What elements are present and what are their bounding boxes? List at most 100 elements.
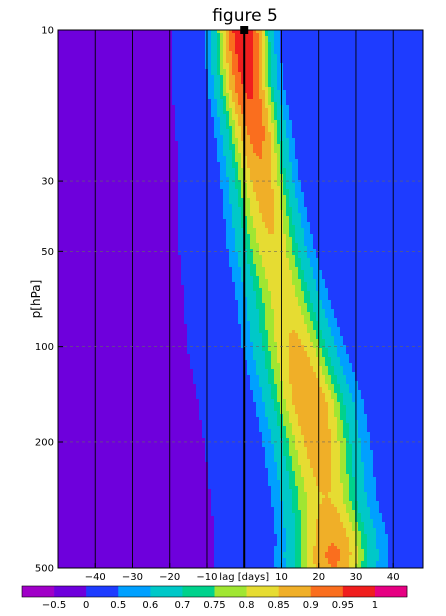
contour-cell — [214, 93, 218, 97]
contour-cell — [202, 51, 206, 55]
contour-cell — [61, 66, 65, 70]
contour-cell — [220, 141, 224, 145]
contour-cell — [202, 54, 206, 58]
contour-cell — [328, 111, 332, 115]
contour-cell — [127, 81, 131, 85]
contour-cell — [337, 141, 341, 145]
contour-cell — [163, 102, 167, 106]
contour-cell — [403, 54, 407, 58]
contour-cell — [79, 87, 83, 91]
contour-cell — [226, 120, 230, 124]
contour-cell — [271, 141, 275, 145]
contour-cell — [310, 63, 314, 67]
contour-cell — [70, 105, 74, 109]
contour-cell — [340, 135, 344, 139]
contour-cell — [412, 60, 416, 64]
contour-cell — [226, 132, 230, 136]
contour-cell — [118, 99, 122, 103]
contour-cell — [223, 72, 227, 76]
contour-cell — [319, 147, 323, 151]
contour-cell — [178, 51, 182, 55]
contour-cell — [397, 96, 401, 100]
contour-cell — [190, 99, 194, 103]
contour-cell — [133, 60, 137, 64]
contour-cell — [367, 84, 371, 88]
contour-cell — [76, 69, 80, 73]
contour-cell — [115, 39, 119, 43]
contour-cell — [316, 48, 320, 52]
contour-cell — [151, 123, 155, 127]
contour-cell — [325, 66, 329, 70]
contour-cell — [100, 36, 104, 40]
contour-cell — [379, 93, 383, 97]
contour-cell — [199, 111, 203, 115]
contour-cell — [79, 102, 83, 106]
contour-cell — [265, 123, 269, 127]
contour-cell — [292, 126, 296, 130]
contour-cell — [88, 30, 92, 34]
contour-cell — [172, 132, 176, 136]
contour-cell — [223, 66, 227, 70]
contour-cell — [277, 108, 281, 112]
contour-cell — [187, 150, 191, 154]
contour-cell — [181, 93, 185, 97]
contour-cell — [268, 99, 272, 103]
contour-cell — [223, 42, 227, 46]
contour-cell — [100, 117, 104, 121]
contour-cell — [310, 51, 314, 55]
contour-cell — [184, 117, 188, 121]
contour-cell — [400, 45, 404, 49]
contour-cell — [166, 117, 170, 121]
contour-cell — [166, 123, 170, 127]
contour-cell — [97, 129, 101, 133]
contour-cell — [229, 48, 233, 52]
contour-cell — [97, 147, 101, 151]
contour-cell — [94, 111, 98, 115]
contour-cell — [187, 105, 191, 109]
contour-cell — [115, 102, 119, 106]
contour-cell — [316, 96, 320, 100]
contour-cell — [208, 123, 212, 127]
contour-cell — [418, 99, 422, 103]
contour-cell — [361, 108, 365, 112]
contour-cell — [148, 87, 152, 91]
contour-cell — [241, 144, 245, 148]
contour-cell — [346, 75, 350, 79]
contour-cell — [223, 141, 227, 145]
contour-cell — [421, 105, 424, 109]
contour-cell — [361, 138, 365, 142]
contour-cell — [106, 108, 110, 112]
contour-cell — [115, 60, 119, 64]
contour-cell — [91, 126, 95, 130]
contour-cell — [184, 138, 188, 142]
contour-cell — [367, 108, 371, 112]
contour-cell — [388, 66, 392, 70]
contour-cell — [418, 57, 422, 61]
contour-cell — [79, 129, 83, 133]
contour-cell — [178, 30, 182, 34]
contour-cell — [253, 39, 257, 43]
contour-cell — [328, 99, 332, 103]
contour-cell — [175, 135, 179, 139]
contour-cell — [388, 33, 392, 37]
contour-cell — [247, 102, 251, 106]
contour-cell — [286, 144, 290, 148]
contour-cell — [388, 72, 392, 76]
contour-cell — [385, 141, 389, 145]
contour-cell — [184, 54, 188, 58]
contour-cell — [121, 51, 125, 55]
contour-cell — [322, 132, 326, 136]
contour-cell — [142, 150, 146, 154]
contour-cell — [271, 111, 275, 115]
contour-cell — [310, 33, 314, 37]
contour-cell — [172, 117, 176, 121]
contour-cell — [178, 129, 182, 133]
contour-cell — [322, 45, 326, 49]
contour-cell — [76, 114, 80, 118]
contour-cell — [115, 135, 119, 139]
contour-cell — [355, 69, 359, 73]
contour-cell — [127, 78, 131, 82]
contour-cell — [94, 54, 98, 58]
contour-cell — [307, 129, 311, 133]
contour-cell — [313, 78, 317, 82]
